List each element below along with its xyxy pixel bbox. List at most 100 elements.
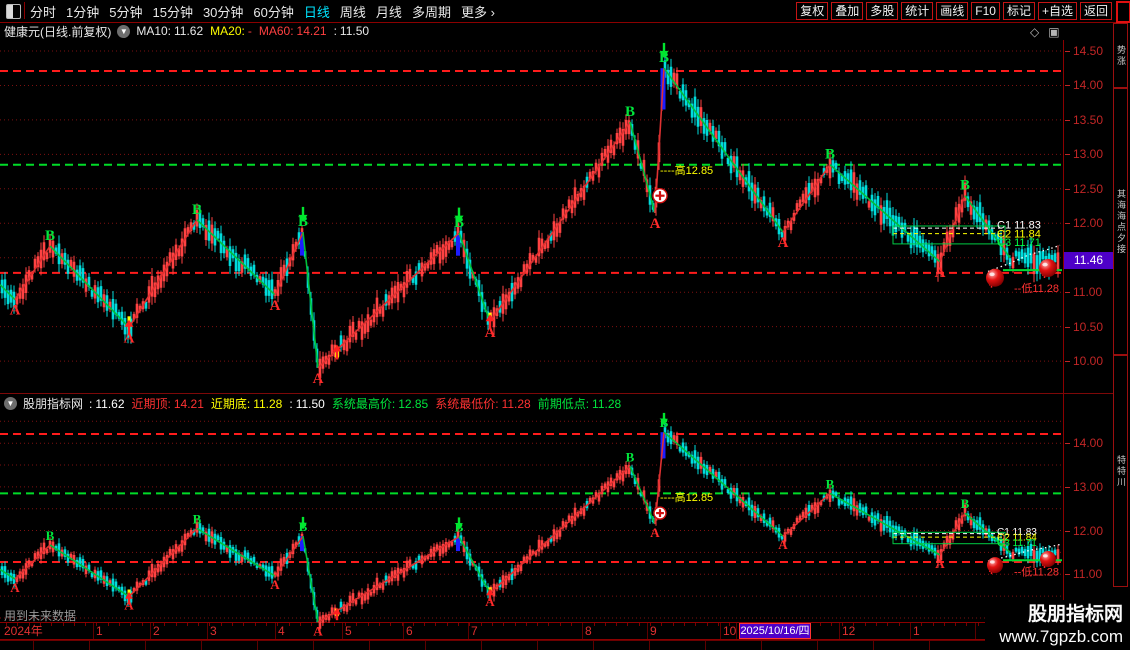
pivot-label-b: B bbox=[192, 202, 202, 218]
toolbar-button-1[interactable]: 叠加 bbox=[831, 2, 864, 20]
up-arrow-icon bbox=[124, 319, 134, 327]
pivot-label-b: B bbox=[454, 215, 464, 231]
annotation-1: --低11.28 bbox=[1014, 282, 1059, 295]
annotation-0: ----高12.85 bbox=[660, 163, 713, 177]
red-ball-icon bbox=[987, 557, 1003, 574]
period-tab-1[interactable]: 1分钟 bbox=[66, 4, 100, 20]
pivot-label-b: B bbox=[825, 147, 835, 163]
period-tab-5[interactable]: 60分钟 bbox=[253, 4, 294, 20]
price-label-main-2: 13.50 bbox=[1065, 113, 1103, 127]
cross-circle-marker bbox=[653, 506, 667, 520]
pivot-label-b: B bbox=[626, 449, 635, 464]
date-tick-10: 10 bbox=[723, 624, 737, 638]
current-date-tag: 2025/10/16/四 bbox=[739, 623, 811, 639]
period-tab-7[interactable]: 周线 bbox=[339, 4, 366, 20]
candles bbox=[0, 53, 1060, 386]
split-view-icon[interactable]: ▣ bbox=[1048, 25, 1060, 39]
price-label-sub-0: 14.00 bbox=[1065, 436, 1103, 450]
current-price-tag: 11.46 bbox=[1064, 252, 1113, 269]
pivot-label-b: B bbox=[298, 214, 308, 230]
edge-strip-box-2[interactable]: 其海海点夕接 bbox=[1113, 88, 1128, 355]
pivot-label-a: A bbox=[778, 235, 789, 251]
pivot-label-a: A bbox=[485, 325, 496, 341]
period-tabs: 分时 1分钟 5分钟 15分钟 30分钟 60分钟 日线 周线 月线 多周期 更多 › bbox=[30, 0, 495, 22]
date-tick-9: 9 bbox=[650, 624, 657, 638]
toolbar-button-0[interactable]: 复权 bbox=[796, 2, 829, 20]
toolbar-button-7[interactable]: +自选 bbox=[1037, 2, 1077, 20]
period-tab-3[interactable]: 15分钟 bbox=[152, 4, 193, 20]
period-tab-9[interactable]: 多周期 bbox=[411, 4, 451, 20]
candles bbox=[0, 422, 1060, 634]
up-arrow-icon bbox=[486, 588, 494, 596]
indicator-values: :11.62 近期顶: 14.21 近期底: 11.28:11.50 系统最高价: 12.8… bbox=[89, 395, 628, 412]
price-label-main-8: 10.00 bbox=[1065, 354, 1103, 368]
ball-markers bbox=[986, 259, 1057, 288]
price-label-main-6: 11.00 bbox=[1065, 285, 1102, 299]
toolbar-button-4[interactable]: 画线 bbox=[936, 2, 969, 20]
toolbar-button-5[interactable]: F10 bbox=[971, 2, 1000, 20]
date-tick-7: 7 bbox=[471, 624, 478, 638]
gridlines bbox=[0, 420, 1062, 619]
c-line-label-0: C1 11.83 bbox=[997, 219, 1041, 231]
zigzag-lines bbox=[0, 431, 1011, 623]
toolbar-button-2[interactable]: 多股 bbox=[866, 2, 899, 20]
signal-arrows bbox=[125, 412, 668, 621]
date-tick-11: 12 bbox=[842, 624, 856, 638]
main-chart-header: 健康元(日线.前复权) ▼ MA10: 11.62 MA20: - MA60: 14.21… bbox=[4, 23, 376, 39]
toolbar-button-8[interactable]: 返回 bbox=[1079, 2, 1112, 20]
period-tab-4[interactable]: 30分钟 bbox=[202, 4, 244, 20]
pivot-label-b: B bbox=[961, 496, 970, 511]
price-label-sub-2: 12.00 bbox=[1065, 524, 1103, 538]
diamond-icon[interactable]: ◇ bbox=[1030, 25, 1040, 39]
menu-divider bbox=[24, 2, 25, 19]
date-axis[interactable]: 2024年 1 2 3 4 5 6 7 8 9 10 12 1 2025/10/16/四 bbox=[0, 622, 1130, 640]
window-layout-icon[interactable] bbox=[6, 4, 21, 19]
ind-segment-0: :11.62 bbox=[89, 396, 125, 411]
c-line-label-0: C1 11.83 bbox=[997, 527, 1037, 538]
date-tick-8: 8 bbox=[585, 624, 592, 638]
watermark: 股朋指标网 www.7gpzb.com bbox=[985, 600, 1130, 650]
zigzag-lines bbox=[0, 67, 1011, 369]
date-tick-6: 6 bbox=[406, 624, 413, 638]
indicator-name: 股朋指标网 bbox=[23, 396, 84, 411]
pivot-label-b: B bbox=[625, 104, 635, 120]
date-tick-0: 2024年 bbox=[4, 624, 43, 638]
date-tick-4: 4 bbox=[278, 624, 285, 638]
period-tab-8[interactable]: 月线 bbox=[375, 4, 402, 20]
chevron-down-icon[interactable]: ▼ bbox=[117, 24, 131, 38]
toolbar-buttons: 复权 叠加 多股 统计 画线 F10 标记 +自选 返回 bbox=[796, 1, 1112, 21]
toolbar-button-6[interactable]: 标记 bbox=[1002, 2, 1035, 20]
red-ball-icon bbox=[986, 268, 1004, 287]
date-tick-3: 3 bbox=[210, 624, 217, 638]
edge-strip-box-1[interactable]: 势涨 bbox=[1113, 23, 1128, 88]
corner-red-box[interactable] bbox=[1116, 1, 1130, 23]
price-annotations: ----高12.85 --低11.28 bbox=[660, 163, 1059, 295]
c-line-label-2: C3 11.71 bbox=[997, 538, 1037, 549]
pivot-label-a: A bbox=[935, 556, 945, 571]
ind-segment-4: 系统最高价: 12.85 bbox=[331, 396, 429, 411]
down-arrow-icon bbox=[660, 418, 668, 426]
period-tab-6[interactable]: 日线 bbox=[303, 4, 330, 20]
annotation-1: --低11.28 bbox=[1014, 566, 1059, 579]
edge-strip-box-3[interactable]: 特特川 bbox=[1113, 355, 1128, 587]
period-tab-10[interactable]: 更多 › bbox=[460, 4, 495, 20]
down-arrow-icon bbox=[299, 522, 307, 530]
period-tab-2[interactable]: 5分钟 bbox=[109, 4, 143, 20]
ma-segment-3: :11.50 bbox=[333, 24, 370, 38]
c-line-label-1: C2 11.84 bbox=[997, 228, 1041, 240]
price-label-main-0: 14.50 bbox=[1065, 44, 1103, 58]
down-arrow-icon bbox=[454, 215, 464, 223]
red-ball-icon bbox=[1040, 551, 1056, 567]
pivot-label-a: A bbox=[650, 525, 660, 540]
toolbar-button-3[interactable]: 统计 bbox=[901, 2, 934, 20]
price-axis[interactable]: 14.50 14.00 13.50 13.00 12.50 12.00 11.00 10.50… bbox=[1063, 40, 1114, 622]
chevron-down-icon[interactable]: ▼ bbox=[4, 396, 17, 410]
period-tab-0[interactable]: 分时 bbox=[30, 4, 57, 20]
ma-segment-1: MA20: - bbox=[210, 24, 252, 38]
